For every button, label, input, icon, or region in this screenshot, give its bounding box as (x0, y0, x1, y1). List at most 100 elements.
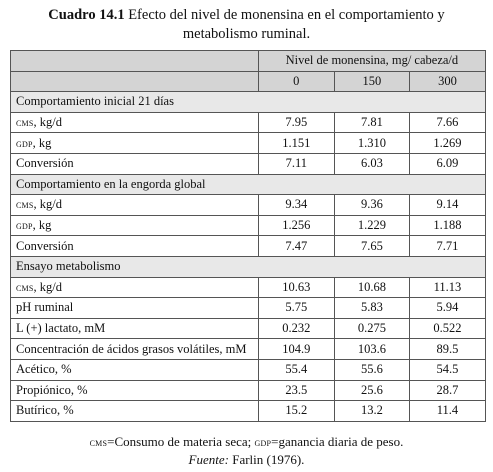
row-label-abbr: gdp (16, 220, 33, 233)
section-title: Ensayo metabolismo (10, 255, 486, 278)
table-row: gdp, kg 1.151 1.310 1.269 (10, 132, 486, 154)
row-label-text: , kg/d (33, 197, 62, 212)
header-row-level: Nivel de monensina, mg/ cabeza/d (10, 50, 486, 72)
value-cell: 6.03 (333, 152, 411, 175)
value-cell: 13.2 (333, 400, 411, 422)
value-cell: 7.47 (258, 235, 335, 257)
row-label: cms, kg/d (10, 194, 259, 216)
value-cell: 7.65 (333, 235, 411, 257)
row-label: Conversión (10, 152, 259, 175)
caption-line-1: Cuadro 14.1 Efecto del nivel de monensin… (0, 6, 493, 25)
value-cell: 0.522 (409, 317, 486, 340)
header-empty-cell (10, 70, 259, 93)
row-label-text: Propiónico, % (16, 382, 88, 397)
table-row: cms, kg/d 10.63 10.68 11.13 (10, 276, 486, 299)
level-150-header: 150 (333, 70, 411, 93)
row-label-abbr: cms (16, 199, 34, 212)
table-row: Concentración de ácidos grasos volátiles… (10, 338, 486, 360)
value-cell: 55.6 (333, 358, 411, 381)
row-label-text: Conversión (16, 156, 74, 171)
table-row: Conversión 7.11 6.03 6.09 (10, 152, 486, 175)
value-cell: 6.09 (409, 152, 486, 175)
value-cell: 1.269 (409, 132, 486, 154)
value-cell: 103.6 (333, 338, 411, 360)
row-label-abbr: gdp (16, 137, 33, 150)
row-label: gdp, kg (10, 214, 259, 237)
caption-line-2: metabolismo ruminal. (182, 26, 311, 42)
row-label-text: , kg (32, 218, 52, 233)
value-cell: 1.188 (409, 214, 486, 237)
value-cell: 7.71 (409, 235, 486, 257)
value-cell: 9.34 (258, 194, 335, 216)
row-label: cms, kg/d (10, 111, 259, 134)
table-row: cms, kg/d 7.95 7.81 7.66 (10, 111, 486, 134)
value-cell: 7.66 (409, 111, 486, 134)
value-cell: 28.7 (409, 379, 486, 402)
table-footer: cms=Consumo de materia seca; gdp=gananci… (0, 433, 493, 468)
abbr-gdp: gdp (254, 435, 272, 449)
table-row: Conversión 7.47 7.65 7.71 (10, 235, 486, 257)
value-cell: 10.63 (258, 276, 335, 299)
value-cell: 11.13 (409, 276, 486, 299)
table-row: gdp, kg 1.256 1.229 1.188 (10, 214, 486, 237)
table-row: Butírico, % 15.2 13.2 11.4 (10, 400, 486, 422)
row-label-text: , kg (32, 135, 52, 150)
section-row: Comportamiento inicial 21 días (10, 91, 486, 113)
section-row: Ensayo metabolismo (10, 255, 486, 278)
value-cell: 10.68 (333, 276, 411, 299)
row-label-text: Butírico, % (16, 403, 74, 418)
section-title: Comportamiento en la engorda global (10, 173, 486, 196)
row-label: Acético, % (10, 358, 259, 381)
value-cell: 0.275 (333, 317, 411, 340)
row-label-abbr: cms (16, 281, 34, 294)
value-cell: 1.256 (258, 214, 335, 237)
value-cell: 7.11 (258, 152, 335, 175)
caption-label: Cuadro 14.1 (48, 7, 125, 23)
value-cell: 11.4 (409, 400, 486, 422)
value-cell: 15.2 (258, 400, 335, 422)
source-text: Farlin (1976). (228, 452, 305, 467)
abbr-gdp-def: =ganancia diaria de peso. (271, 434, 404, 449)
abbr-cms: cms (89, 435, 108, 449)
table-body: Nivel de monensina, mg/ cabeza/d 0 150 3… (10, 50, 486, 422)
value-cell: 7.95 (258, 111, 335, 134)
value-cell: 1.310 (333, 132, 411, 154)
row-label: gdp, kg (10, 132, 259, 154)
table-row: Propiónico, % 23.5 25.6 28.7 (10, 379, 486, 402)
value-cell: 89.5 (409, 338, 486, 360)
row-label-text: pH ruminal (16, 300, 74, 315)
row-label: Conversión (10, 235, 259, 257)
level-header: Nivel de monensina, mg/ cabeza/d (258, 50, 486, 72)
row-label-abbr: cms (16, 117, 34, 130)
abbreviations-note: cms=Consumo de materia seca; gdp=gananci… (0, 433, 493, 451)
value-cell: 0.232 (258, 317, 335, 340)
value-cell: 1.229 (333, 214, 411, 237)
row-label-text: , kg/d (33, 115, 62, 130)
row-label-text: L (+) lactato, mM (16, 321, 106, 336)
value-cell: 5.83 (333, 297, 411, 319)
row-label-text: , kg/d (33, 279, 62, 294)
value-cell: 55.4 (258, 358, 335, 381)
value-cell: 25.6 (333, 379, 411, 402)
section-title: Comportamiento inicial 21 días (10, 91, 486, 113)
row-label: cms, kg/d (10, 276, 259, 299)
value-cell: 1.151 (258, 132, 335, 154)
value-cell: 9.14 (409, 194, 486, 216)
value-cell: 7.81 (333, 111, 411, 134)
value-cell: 5.75 (258, 297, 335, 319)
level-0-header: 0 (258, 70, 335, 93)
table-caption: Cuadro 14.1 Efecto del nivel de monensin… (0, 6, 493, 44)
row-label: Propiónico, % (10, 379, 259, 402)
value-cell: 23.5 (258, 379, 335, 402)
abbr-cms-def: =Consumo de materia seca; (107, 434, 255, 449)
source-label: Fuente: (188, 452, 229, 467)
table-row: pH ruminal 5.75 5.83 5.94 (10, 297, 486, 319)
row-label-text: Acético, % (16, 362, 72, 377)
row-label-text: Concentración de ácidos grasos volátiles… (16, 341, 247, 356)
value-cell: 54.5 (409, 358, 486, 381)
level-300-header: 300 (409, 70, 486, 93)
caption-text: Efecto del nivel de monensina en el comp… (124, 7, 445, 23)
row-label: pH ruminal (10, 297, 259, 319)
value-cell: 104.9 (258, 338, 335, 360)
section-row: Comportamiento en la engorda global (10, 173, 486, 196)
